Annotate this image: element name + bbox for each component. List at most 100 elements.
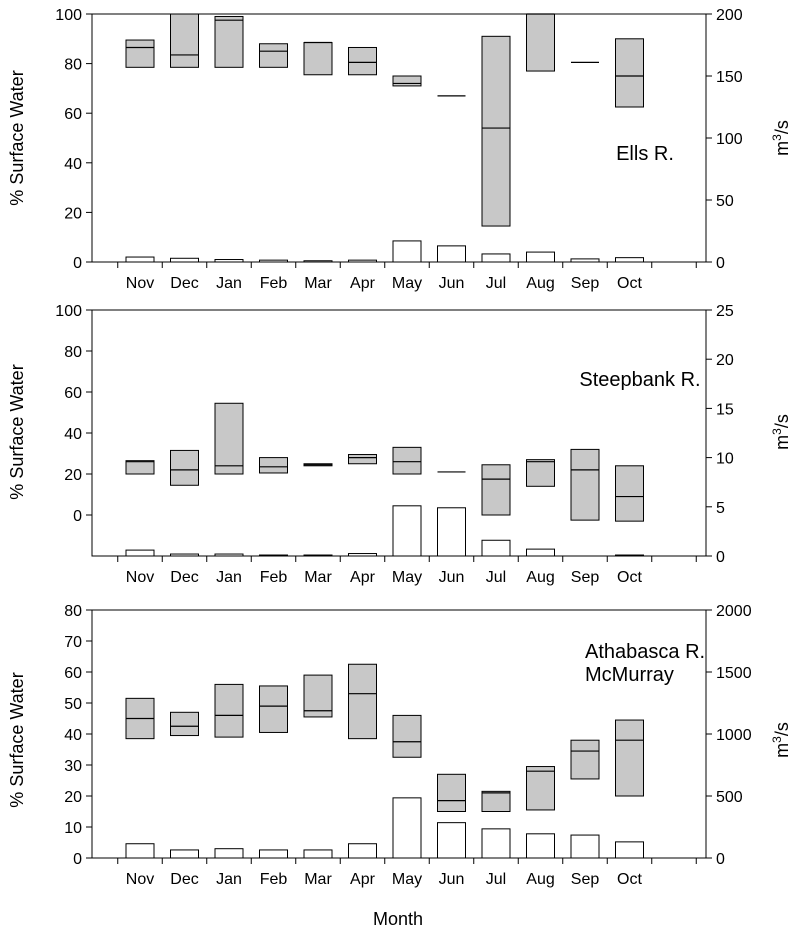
athabasca-box [170,711,199,737]
athabasca-right-tick-label: 500 [716,789,743,806]
steepbank-left-tick-label: 20 [64,467,82,484]
athabasca-discharge-bar [170,849,199,859]
ells-box [214,15,244,68]
steepbank-box [259,457,288,474]
ells-box [615,38,644,108]
steepbank-discharge-bar [392,505,422,557]
steepbank-right-tick-label: 10 [716,451,734,468]
ells-month-label: Oct [617,275,642,292]
athabasca-left-tick-label: 60 [64,665,82,682]
athabasca-discharge-bar [214,848,244,859]
ells-month-label: Mar [304,275,332,292]
x-axis-title: Month [373,909,423,929]
athabasca-discharge-bar [615,841,644,859]
steepbank-left-tick-label: 0 [73,508,82,525]
panel-ells: Ells R. % Surface Water m3/s 0 20 40 60 80 10… [7,7,792,292]
ells-left-tick-label: 80 [64,57,82,74]
ells-left-tick-label: 40 [64,156,82,173]
athabasca-discharge-bar [437,822,466,859]
steepbank-month-label: May [392,569,422,586]
athabasca-box [303,674,333,718]
ells-left-tick-label: 60 [64,106,82,123]
athabasca-left-tick-label: 50 [64,696,82,713]
ells-right-axis-label: m3/s [770,120,792,156]
ells-box [170,13,199,68]
steepbank-right-tick-label: 25 [716,303,734,320]
ells-left-tick-label: 100 [55,7,82,24]
steepbank-discharge-bar [526,548,555,557]
steepbank-right-tick-label: 0 [716,549,725,566]
athabasca-discharge-bar [348,843,377,859]
ells-month-label: Apr [350,275,376,292]
athabasca-discharge-bar [526,833,555,859]
steepbank-annotation: Steepbank R. [579,369,700,391]
steepbank-month-label: Sep [571,569,600,586]
athabasca-month-label: Oct [617,871,642,888]
ells-right-tick-label: 150 [716,69,743,86]
ells-discharge-bar [125,256,155,263]
steepbank-month-label: Mar [304,569,332,586]
athabasca-left-tick-label: 30 [64,758,82,775]
athabasca-month-label: Apr [350,871,376,888]
steepbank-box [214,402,244,475]
athabasca-month-label: Jan [216,871,242,888]
athabasca-left-tick-label: 20 [64,789,82,806]
athabasca-discharge-bar [259,849,288,859]
panel-steepbank: Steepbank R. % Surface Water m3/s 0 20 40 6… [7,303,792,586]
athabasca-right-axis-label: m3/s [770,722,792,758]
ells-month-label: May [392,275,422,292]
steepbank-month-label: Feb [260,569,288,586]
athabasca-month-label: Jul [486,871,506,888]
steepbank-month-label: Oct [617,569,642,586]
steepbank-box [170,449,199,486]
steepbank-discharge-bar [125,549,155,557]
athabasca-month-label: Mar [304,871,332,888]
athabasca-month-label: Jun [439,871,465,888]
ells-month-label: Sep [571,275,600,292]
ells-month-label: Jul [486,275,506,292]
ells-box [125,39,155,68]
athabasca-month-label: May [392,871,422,888]
athabasca-right-tick-label: 0 [716,851,725,868]
athabasca-box [526,766,555,811]
athabasca-box [392,714,422,758]
ells-discharge-bar [170,257,199,263]
steepbank-left-axis-label: % Surface Water [7,364,27,499]
athabasca-right-tick-label: 1000 [716,727,752,744]
ells-annotation: Ells R. [616,143,674,165]
athabasca-discharge-bar [303,849,333,859]
ells-box [348,46,377,76]
athabasca-month-label: Feb [260,871,288,888]
ells-right-tick-label: 50 [716,193,734,210]
steepbank-month-label: Nov [126,569,154,586]
ells-right-tick-label: 0 [716,255,725,272]
athabasca-box [481,790,511,812]
athabasca-left-tick-label: 40 [64,727,82,744]
athabasca-box [615,719,644,797]
ells-month-label: Dec [170,275,198,292]
steepbank-box [526,459,555,487]
ells-month-label: Aug [526,275,554,292]
athabasca-box [259,685,288,733]
athabasca-discharge-bar [125,843,155,859]
athabasca-annotation-line-2: McMurray [585,664,674,686]
steepbank-box [570,448,600,521]
athabasca-left-tick-label: 70 [64,634,82,651]
ells-right-tick-label: 100 [716,131,743,148]
steepbank-box [125,460,155,475]
ells-box [303,42,333,76]
ells-discharge-bar [526,251,555,263]
steepbank-left-tick-label: 80 [64,344,82,361]
ells-month-label: Jan [216,275,242,292]
athabasca-box [214,683,244,738]
athabasca-left-tick-label: 0 [73,851,82,868]
athabasca-box [437,773,466,812]
athabasca-box [348,663,377,740]
steepbank-box [348,454,377,465]
steepbank-box [615,465,644,522]
ells-left-tick-label: 20 [64,205,82,222]
athabasca-right-tick-label: 2000 [716,603,752,620]
ells-box [392,75,422,87]
steepbank-left-tick-label: 60 [64,385,82,402]
